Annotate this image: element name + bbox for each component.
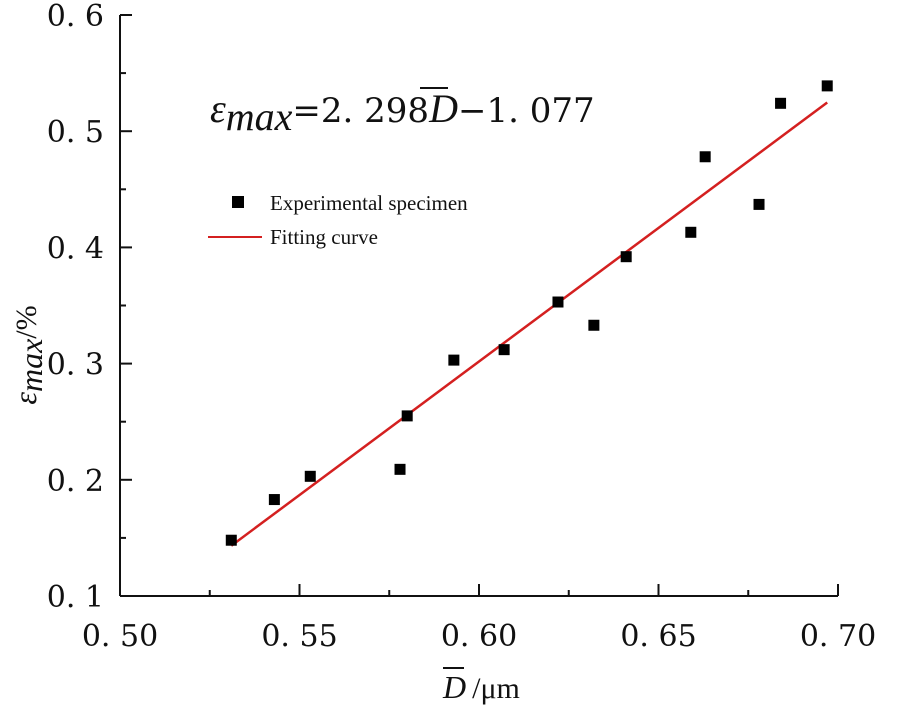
data-point [699,151,711,163]
x-axis-label: D/μm [442,669,520,705]
data-point [552,296,564,308]
x-tick-label: 0. 65 [620,619,696,654]
equation-equals: = [292,91,321,131]
data-point [821,80,833,92]
y-axis-subscript: max [13,339,49,392]
data-point [620,251,632,263]
data-point [448,354,460,366]
data-point [775,97,787,109]
y-tick-label: 0. 1 [47,580,104,615]
x-axis-unit: /μm [472,672,520,705]
y-tick-label: 0. 5 [47,115,104,150]
legend-label-fitting: Fitting curve [270,225,378,249]
y-tick-label: 0. 2 [47,464,104,499]
equation-intercept: 1. 077 [486,91,594,131]
x-tick-label: 0. 60 [441,619,517,654]
data-point [753,198,765,210]
x-tick-label: 0. 55 [261,619,337,654]
equation-operator: − [458,91,487,131]
data-point [685,226,697,238]
y-axis-symbol: ε [7,392,43,405]
y-tick-label: 0. 4 [47,231,104,266]
x-axis-symbol: D [442,669,466,705]
equation-coefficient: 2. 298 [321,91,429,131]
legend: Experimental specimen Fitting curve [208,191,468,249]
data-point [498,344,510,356]
data-point [588,319,600,331]
equation-variable: D [428,86,458,131]
equation-lhs-subscript: max [226,94,293,139]
y-axis-label: εmax/% [7,305,49,404]
y-tick-label: 0. 3 [47,348,104,383]
x-tick-label: 0. 50 [82,619,158,654]
x-tick-labels: 0. 50 0. 55 0. 60 0. 65 0. 70 [82,619,876,654]
equation-lhs-symbol: ε [210,86,226,131]
data-point [401,410,413,422]
fitting-curve-line [230,101,828,547]
fit-equation: εmax=2. 298D−1. 077 [210,86,595,139]
data-point [394,463,406,475]
y-tick-labels: 0. 1 0. 2 0. 3 0. 4 0. 5 0. 6 [47,0,104,615]
data-point [268,494,280,506]
legend-label-experimental: Experimental specimen [270,191,468,215]
y-tick-label: 0. 6 [47,0,104,34]
y-axis-unit: /% [10,305,43,338]
fitting-line-layer [230,101,828,547]
x-tick-label: 0. 70 [800,619,876,654]
data-point [225,534,237,546]
tick-marks [119,14,839,597]
legend-marker-square [232,196,244,208]
data-points [225,80,833,546]
data-point [304,470,316,482]
